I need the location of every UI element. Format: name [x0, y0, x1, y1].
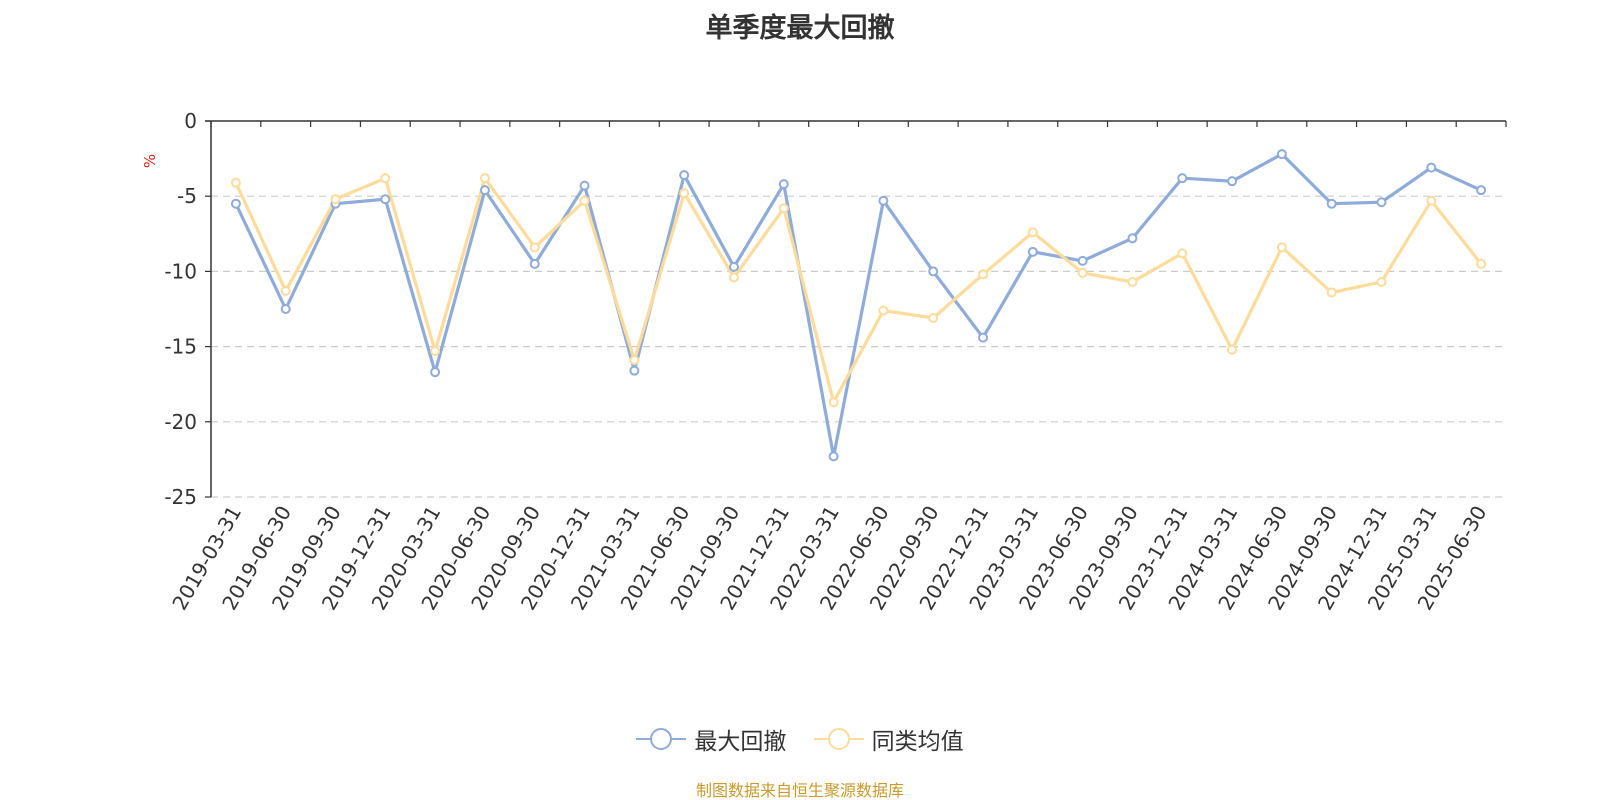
- legend-item-peer-average[interactable]: 同类均值: [813, 722, 964, 756]
- data-point-peer-average: [1077, 267, 1088, 278]
- data-point-peer-average: [1426, 195, 1437, 206]
- data-point-peer-average: [728, 272, 739, 283]
- data-point-drawdown: [928, 266, 939, 277]
- data-point-peer-average: [529, 242, 540, 253]
- data-point-drawdown: [878, 195, 889, 206]
- data-point-peer-average: [479, 173, 490, 184]
- data-point-drawdown: [978, 332, 989, 343]
- legend-marker-peer-average: [813, 728, 864, 750]
- data-point-peer-average: [778, 203, 789, 214]
- data-point-drawdown: [1376, 197, 1387, 208]
- data-point-peer-average: [1276, 242, 1287, 253]
- legend: 最大回撤 同类均值: [0, 722, 1600, 758]
- data-point-drawdown: [1177, 173, 1188, 184]
- data-point-drawdown: [1426, 162, 1437, 173]
- data-point-peer-average: [629, 355, 640, 366]
- legend-label-drawdown: 最大回撤: [694, 729, 787, 755]
- y-tick-label: -10: [164, 259, 197, 283]
- y-tick-label: -5: [177, 184, 197, 208]
- data-point-drawdown: [1227, 176, 1238, 187]
- data-point-drawdown: [679, 170, 690, 181]
- data-point-peer-average: [878, 305, 889, 316]
- legend-marker-drawdown: [636, 728, 687, 750]
- data-point-drawdown: [728, 261, 739, 272]
- line-chart: 0-5-10-15-20-25%2019-03-312019-06-302019…: [141, 109, 1507, 614]
- data-point-peer-average: [928, 313, 939, 324]
- chart-title: 单季度最大回撤: [705, 13, 895, 44]
- y-tick-label: -20: [164, 410, 197, 434]
- y-tick-label: -15: [164, 335, 197, 359]
- gridlines: [211, 195, 1506, 498]
- data-point-peer-average: [679, 188, 690, 199]
- data-point-peer-average: [1027, 227, 1038, 238]
- data-point-peer-average: [280, 285, 291, 296]
- data-point-drawdown: [230, 198, 241, 209]
- data-point-drawdown: [778, 179, 789, 190]
- data-point-drawdown: [629, 365, 640, 376]
- data-point-drawdown: [430, 367, 441, 378]
- data-point-peer-average: [230, 177, 241, 188]
- data-point-peer-average: [1326, 287, 1337, 298]
- data-point-drawdown: [1476, 185, 1487, 196]
- data-point-peer-average: [978, 269, 989, 280]
- series-line-drawdown: [234, 152, 1482, 458]
- y-tick-label: -25: [164, 485, 197, 509]
- data-point-peer-average: [380, 173, 391, 184]
- series-line-peer-average: [234, 176, 1483, 404]
- data-point-peer-average: [1177, 248, 1188, 259]
- data-point-peer-average: [430, 346, 441, 357]
- data-point-peer-average: [1227, 344, 1238, 355]
- y-tick-label: 0: [184, 109, 197, 133]
- data-point-drawdown: [1027, 246, 1038, 257]
- data-point-drawdown: [1127, 233, 1138, 244]
- data-point-peer-average: [1127, 276, 1138, 287]
- data-point-peer-average: [828, 397, 839, 408]
- data-point-drawdown: [280, 304, 291, 314]
- data-point-drawdown: [479, 185, 490, 196]
- data-point-peer-average: [1376, 276, 1387, 287]
- legend-label-peer-average: 同类均值: [871, 729, 964, 755]
- series-layer: [230, 149, 1487, 462]
- data-point-peer-average: [330, 194, 341, 205]
- data-point-peer-average: [1476, 258, 1487, 269]
- data-point-peer-average: [579, 195, 590, 206]
- data-point-drawdown: [1326, 198, 1337, 209]
- data-point-drawdown: [579, 180, 590, 191]
- data-point-drawdown: [828, 451, 839, 462]
- data-point-drawdown: [529, 258, 540, 269]
- data-point-drawdown: [380, 194, 391, 205]
- data-point-drawdown: [1276, 149, 1287, 160]
- axes: [205, 120, 1507, 498]
- legend-item-drawdown[interactable]: 最大回撤: [636, 722, 786, 756]
- y-axis-label: %: [141, 154, 159, 168]
- data-point-drawdown: [1077, 255, 1088, 266]
- source-note: 制图数据来自恒生聚源数据库: [695, 781, 904, 800]
